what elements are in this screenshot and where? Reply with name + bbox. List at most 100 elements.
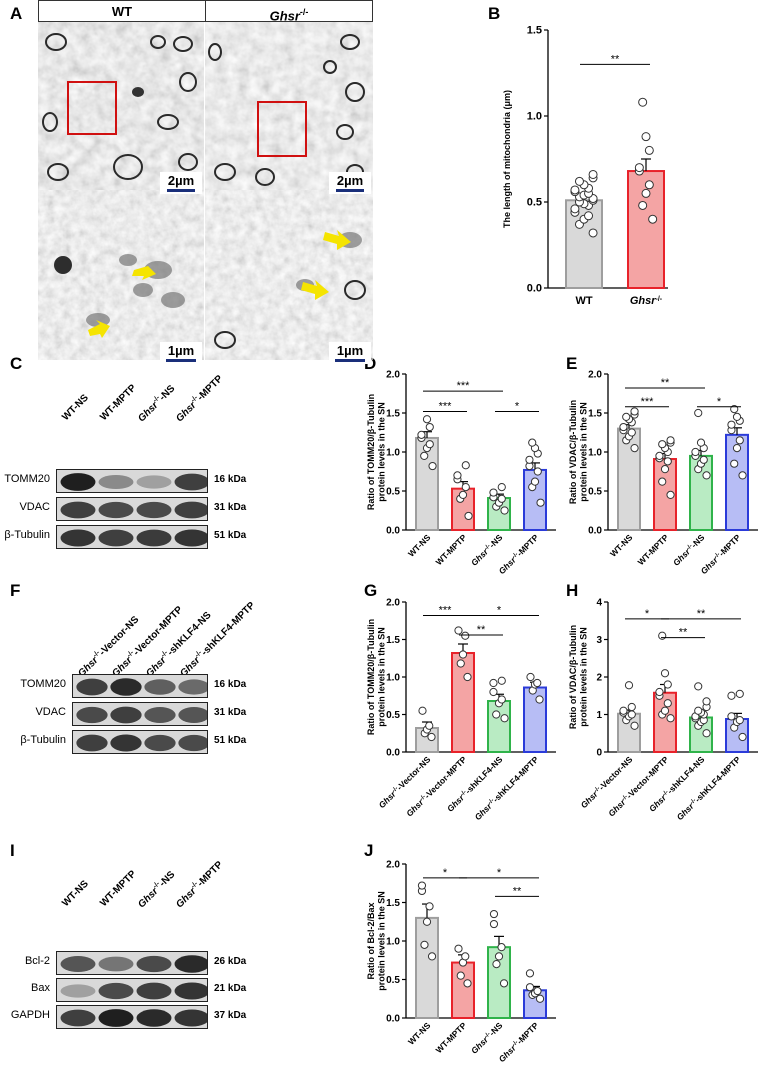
y-tick-label: 0.0: [386, 748, 400, 759]
data-point: [454, 626, 463, 635]
data-point: [461, 483, 470, 492]
y-tick-label: 1.5: [588, 409, 602, 420]
panel-label-i: I: [10, 841, 15, 860]
em-image-wt-low-mag: [38, 22, 204, 190]
significance-label: **: [697, 608, 706, 620]
band-kda-vdac: 31 kDa: [214, 502, 247, 513]
significance-label: *: [645, 608, 650, 620]
blot-strip-tomm20: [56, 469, 208, 493]
data-point: [727, 691, 736, 700]
y-axis-label: Ratio of Bcl-2/Baxprotein levels in the …: [366, 891, 386, 991]
band-name-tubulin: β-Tubulin: [20, 734, 66, 746]
band: [136, 475, 172, 489]
y-tick-label: 0.5: [588, 487, 602, 498]
data-point: [420, 451, 429, 461]
band-name-tubulin: β-Tubulin: [4, 529, 50, 541]
data-point: [641, 188, 651, 198]
band-name-bax: Bax: [31, 982, 50, 994]
data-point: [526, 672, 535, 682]
band: [76, 706, 108, 724]
chart-j: Ratio of Bcl-2/Baxprotein levels in the …: [366, 860, 556, 1064]
data-point: [660, 669, 670, 678]
em-column-header-ghsr: Ghsr-/-: [205, 0, 373, 23]
y-tick-label: 1.0: [527, 111, 542, 123]
band: [178, 734, 207, 752]
lane-label-ghsr-mptp: Ghsr-/--MPTP: [174, 859, 226, 911]
data-point: [461, 631, 470, 640]
y-tick-label: 1: [596, 710, 602, 721]
mitochondria-arrow: [323, 230, 351, 250]
y-tick-label: 1.0: [386, 937, 400, 948]
lane-label-ghsr-mptp: Ghsr-/--MPTP: [174, 373, 226, 425]
data-point: [735, 689, 744, 698]
blot-strip-vdac: [72, 702, 208, 726]
data-point: [658, 631, 667, 640]
data-point: [694, 706, 703, 715]
lane-label-ghsr-vector-ns: Ghsr-/--Vector-NS: [76, 614, 142, 680]
data-point: [530, 477, 540, 486]
x-tick-label: Ghsr-/--NS: [469, 532, 505, 568]
chart-h: Ratio of VDAC/β-Tubulinprotein levels in…: [568, 598, 758, 822]
data-point: [489, 488, 498, 497]
band: [136, 955, 172, 973]
y-axis-label: Ratio of VDAC/β-Tubulinprotein levels in…: [568, 625, 588, 729]
data-point: [738, 471, 747, 480]
band: [60, 501, 96, 519]
band: [110, 706, 142, 724]
data-point: [658, 440, 667, 449]
blot-strip-bcl-2: [56, 951, 208, 975]
data-point: [428, 461, 437, 471]
data-point: [422, 917, 432, 926]
band: [174, 529, 207, 547]
data-point: [422, 415, 432, 424]
data-point: [644, 145, 654, 155]
x-tick-label: Ghsr-/--shKLF4-MPTP: [473, 754, 541, 822]
data-point: [497, 943, 506, 952]
band-name-gapdh: GAPDH: [10, 1009, 50, 1021]
data-point: [461, 952, 470, 961]
bar-wt-ns: [617, 427, 641, 531]
band-kda-tubulin: 51 kDa: [214, 735, 247, 746]
scale-bar-bottom-right: 1µm: [329, 342, 371, 364]
data-point: [497, 695, 506, 704]
data-point: [425, 721, 434, 730]
mitochondria-arrow: [301, 280, 329, 300]
panel-label-c: C: [10, 354, 23, 373]
significance-label: **: [477, 624, 486, 636]
data-point: [489, 909, 499, 919]
em-texture: [205, 190, 373, 360]
band: [98, 474, 134, 490]
data-point: [658, 477, 667, 486]
chart-d: Ratio of TOMM20/β-Tubulinprotein levels …: [366, 370, 556, 576]
data-point: [630, 407, 639, 416]
data-point: [533, 986, 542, 996]
data-point: [655, 687, 664, 697]
data-point: [663, 457, 672, 466]
chart-e: Ratio of VDAC/β-Tubulinprotein levels in…: [568, 370, 758, 576]
x-tick-label: WT-MPTP: [636, 532, 671, 567]
data-point: [418, 706, 427, 715]
data-point: [588, 228, 598, 238]
blot-strip-tomm20: [72, 674, 208, 698]
y-tick-label: 0: [596, 748, 602, 759]
band: [98, 982, 134, 1000]
data-point: [619, 706, 628, 715]
data-point: [638, 97, 648, 107]
data-point: [525, 969, 535, 978]
data-point: [622, 412, 631, 422]
band: [76, 734, 108, 752]
data-point: [461, 461, 470, 470]
data-point: [666, 490, 675, 499]
zoom-box: [257, 101, 307, 157]
band-kda-bax: 21 kDa: [214, 983, 247, 994]
data-point: [738, 732, 747, 742]
data-point: [663, 680, 672, 689]
data-point: [584, 211, 594, 221]
data-point: [458, 650, 468, 659]
band: [136, 501, 172, 519]
data-point: [699, 455, 708, 464]
significance-label: ***: [439, 400, 453, 412]
panel-label-e: E: [566, 354, 578, 373]
y-tick-label: 0.0: [386, 1014, 400, 1025]
